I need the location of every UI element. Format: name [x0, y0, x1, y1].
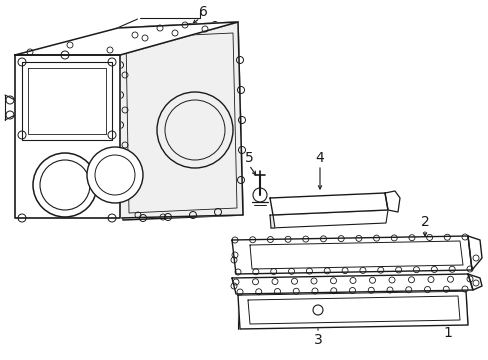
Polygon shape	[467, 274, 481, 290]
Polygon shape	[467, 236, 481, 270]
Circle shape	[87, 147, 142, 203]
Polygon shape	[118, 22, 243, 220]
Polygon shape	[384, 191, 399, 212]
Text: 3: 3	[313, 333, 322, 347]
Polygon shape	[269, 215, 274, 228]
Polygon shape	[269, 193, 387, 215]
Polygon shape	[238, 291, 467, 329]
Polygon shape	[15, 55, 120, 218]
Text: 6: 6	[198, 5, 207, 19]
Text: 5: 5	[244, 151, 253, 165]
Polygon shape	[270, 210, 387, 228]
Text: 1: 1	[443, 326, 451, 340]
Polygon shape	[120, 22, 243, 218]
Text: 4: 4	[315, 151, 324, 165]
Polygon shape	[15, 22, 238, 55]
Polygon shape	[231, 274, 472, 294]
Polygon shape	[231, 236, 471, 274]
Text: 2: 2	[420, 215, 428, 229]
